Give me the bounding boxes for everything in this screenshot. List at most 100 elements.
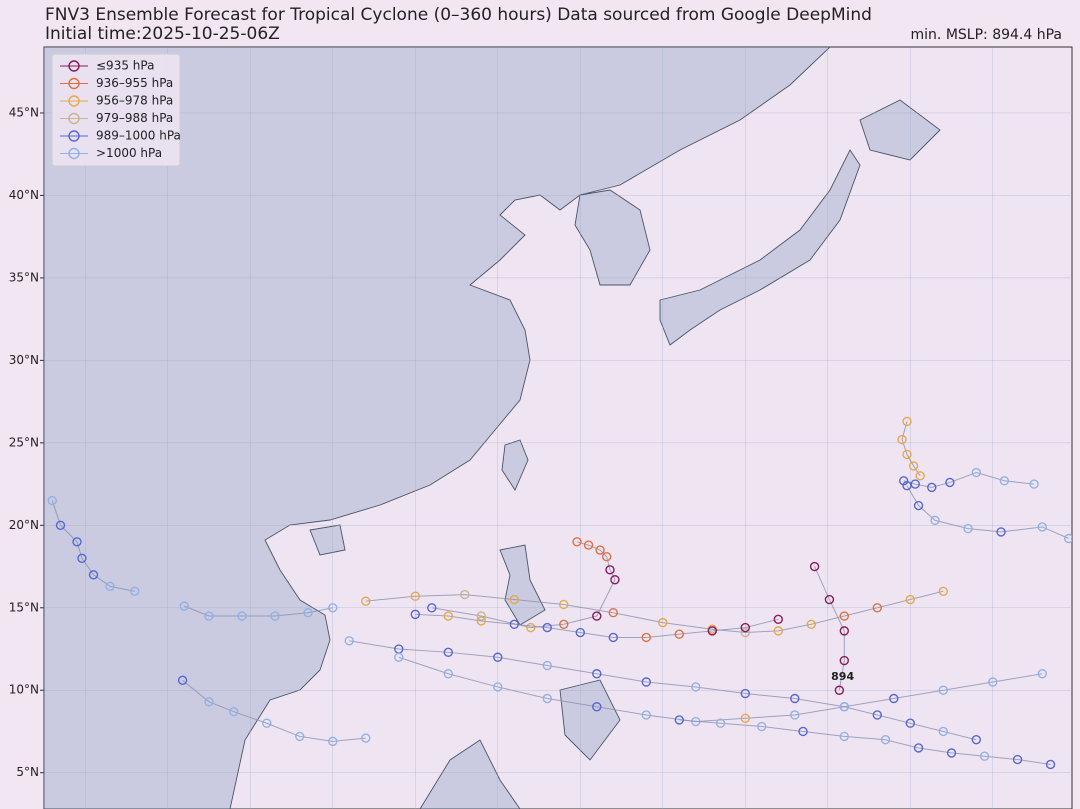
track-point [707, 626, 717, 636]
track-point [361, 596, 371, 606]
tracks: 894 [47, 416, 1072, 770]
track-point [270, 611, 280, 621]
track-point [971, 735, 981, 745]
legend-marker [68, 77, 80, 90]
track-point [839, 655, 849, 666]
min-pressure-label: 894 [831, 670, 854, 683]
track-point [443, 611, 453, 621]
track-point [177, 675, 188, 686]
track-point [773, 614, 783, 625]
japan [659, 149, 861, 346]
track-point [55, 520, 66, 531]
legend-label: 989–1000 hPa [96, 129, 181, 143]
track-point [237, 611, 247, 621]
track-point [427, 603, 437, 613]
track-point [509, 619, 519, 629]
track-point [526, 622, 536, 633]
track-point [595, 545, 605, 555]
track-point [674, 715, 684, 725]
track-point [1064, 533, 1072, 544]
track-point [930, 515, 940, 526]
track-point [790, 710, 800, 720]
track-point [740, 713, 750, 723]
legend: ≤935 hPa 936–955 hPa 956–978 hPa 979–988 hP… [51, 53, 181, 167]
track-point [229, 706, 239, 717]
track-point [542, 622, 552, 633]
lat-tick-label: 25°N [9, 435, 39, 449]
land [44, 47, 941, 809]
track-point [740, 627, 750, 638]
track-point [1012, 754, 1023, 765]
min-mslp: min. MSLP: 894.4 hPa [911, 27, 1062, 43]
lat-tick-label: 30°N [9, 353, 39, 367]
track-point [1037, 669, 1047, 679]
legend-marker [68, 147, 80, 160]
lat-tick-label: 10°N [9, 683, 39, 697]
track-point [493, 682, 503, 692]
track-point [592, 669, 602, 679]
legend-marker [68, 95, 80, 107]
track-point [88, 570, 99, 580]
track-point [641, 632, 651, 643]
track-point [839, 611, 849, 621]
track-point [872, 710, 882, 720]
track-point [902, 416, 912, 427]
legend-box [51, 53, 181, 167]
track-point [971, 467, 981, 478]
track-point [913, 743, 924, 753]
track-point [798, 726, 808, 737]
track-point [905, 594, 915, 605]
track-line [349, 640, 977, 741]
track-point [880, 735, 891, 745]
track-point [905, 718, 915, 728]
track-point [394, 652, 404, 662]
track-point [839, 731, 849, 742]
track-point [938, 726, 948, 737]
track-line [365, 590, 944, 634]
track-point [915, 471, 925, 481]
track-point [179, 601, 189, 611]
track-point [460, 589, 470, 600]
track-point [908, 461, 919, 471]
track-point [839, 702, 849, 712]
track-point [559, 599, 569, 610]
track-point [204, 697, 214, 707]
track-point [303, 608, 313, 618]
lat-tick-label: 40°N [9, 188, 39, 202]
track-point [542, 660, 552, 671]
track-line [398, 656, 1043, 723]
track-point [443, 647, 453, 658]
track-line [903, 472, 1035, 488]
track-point [572, 537, 582, 547]
legend-label: 936–955 hPa [96, 76, 173, 90]
subtitle: Initial time:2025-10-25-06Z [45, 24, 280, 44]
track-point [872, 603, 882, 613]
track-point [715, 718, 726, 728]
track-line [415, 613, 779, 638]
track-point [328, 736, 338, 747]
track-point [740, 688, 750, 699]
track-point [592, 611, 602, 621]
track-point [963, 523, 973, 534]
korea [574, 189, 651, 286]
borneo [419, 739, 521, 809]
track-point [913, 500, 924, 511]
track-point [999, 476, 1010, 486]
luzon [499, 544, 546, 626]
track-point [47, 495, 57, 506]
track-point [988, 677, 998, 687]
track-point [946, 748, 957, 758]
track-point [889, 693, 899, 704]
track-point [344, 636, 354, 646]
track-line [906, 485, 1069, 539]
track-point [476, 611, 486, 621]
track-point [1029, 479, 1039, 489]
legend-marker [68, 112, 80, 125]
track-point [902, 481, 912, 491]
track-point [130, 586, 140, 596]
mindanao [559, 679, 621, 761]
hokkaido [859, 99, 941, 161]
track-point [410, 609, 420, 620]
track-point [443, 669, 453, 679]
